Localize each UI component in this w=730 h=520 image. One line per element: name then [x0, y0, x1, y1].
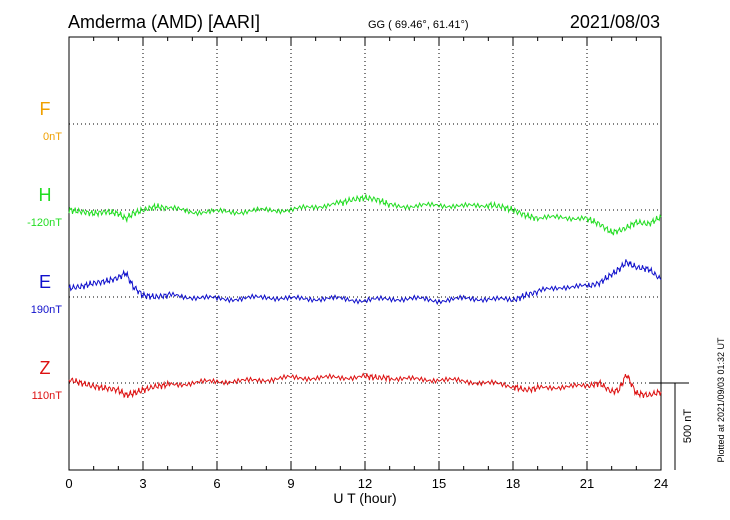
coordinates-label: GG ( 69.46°, 61.41°) — [368, 19, 469, 31]
series-name-h: H — [39, 185, 52, 205]
series-lines — [68, 194, 662, 399]
grid-lines — [69, 37, 661, 470]
date-label: 2021/08/03 — [570, 12, 660, 32]
series-line-e — [68, 259, 662, 306]
scale-bar: 500 nT — [650, 382, 694, 470]
x-tick-label: 18 — [506, 476, 520, 491]
x-axis-ticks: 0 3 6 9 12 15 18 21 24 — [65, 37, 668, 491]
x-tick-label: 12 — [358, 476, 372, 491]
x-tick-label: 24 — [654, 476, 668, 491]
series-line-h — [68, 194, 662, 236]
series-line-z — [68, 372, 662, 399]
x-axis-label: U T (hour) — [333, 490, 396, 506]
scale-bar-label: 500 nT — [682, 409, 694, 444]
x-tick-label: 0 — [65, 476, 72, 491]
series-name-z: Z — [40, 358, 51, 378]
series-offset-h: -120nT — [27, 217, 62, 229]
x-tick-label: 6 — [213, 476, 220, 491]
series-offset-e: 190nT — [31, 304, 62, 316]
plotted-timestamp: Plotted at 2021/09/03 01:32 UT — [716, 337, 726, 463]
series-offset-z: 110nT — [32, 390, 63, 402]
x-tick-label: 15 — [432, 476, 446, 491]
series-labels: F 0nT H -120nT E 190nT Z 110nT — [27, 99, 62, 402]
series-name-e: E — [39, 272, 51, 292]
series-name-f: F — [40, 99, 51, 119]
x-tick-label: 3 — [139, 476, 146, 491]
x-tick-label: 9 — [287, 476, 294, 491]
station-title: Amderma (AMD) [AARI] — [68, 12, 260, 32]
x-tick-label: 21 — [580, 476, 594, 491]
series-offset-f: 0nT — [43, 131, 62, 143]
